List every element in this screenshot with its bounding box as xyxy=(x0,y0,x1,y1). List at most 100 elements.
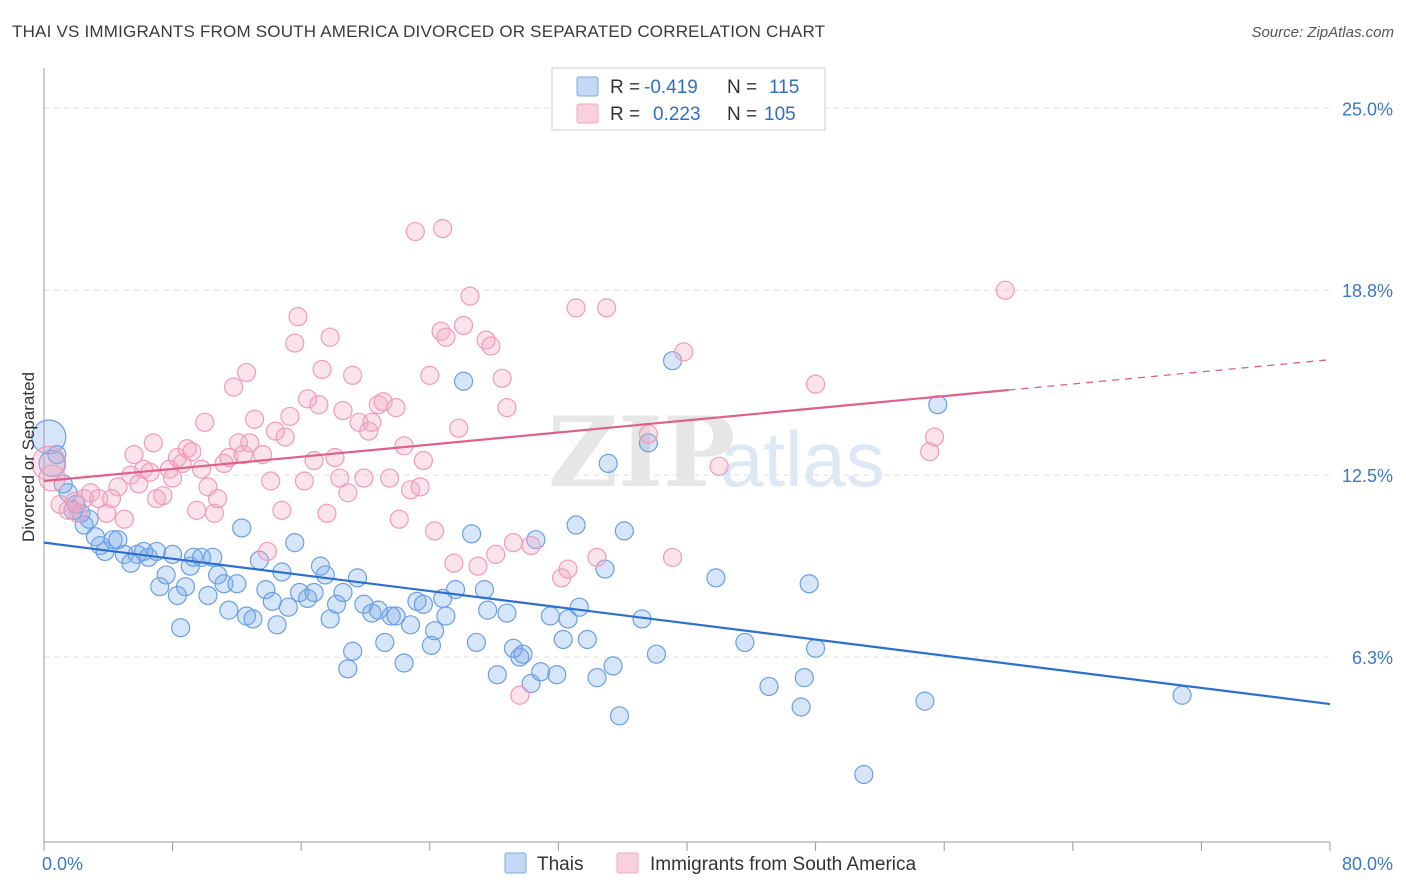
immigrants-point-53 xyxy=(309,395,329,415)
thais-point-87 xyxy=(553,629,573,650)
thais-point-68 xyxy=(425,621,445,641)
immigrants-point-40 xyxy=(244,409,265,429)
immigrants-point-38 xyxy=(236,362,257,383)
thais-point-85 xyxy=(540,606,560,626)
legend-r-label-1: R = xyxy=(610,77,640,98)
thais-point-50 xyxy=(315,565,335,585)
x-tick-labels: 0.0% 80.0% xyxy=(42,854,1393,874)
thais-point-13 xyxy=(103,530,123,550)
immigrants-point-55 xyxy=(317,503,337,523)
bottom-legend-swatch-thais xyxy=(504,852,527,874)
immigrants-point-14 xyxy=(124,444,144,465)
immigrants-point-63 xyxy=(354,468,374,488)
immigrants-point-61 xyxy=(343,365,363,385)
grid-lines xyxy=(44,107,1330,658)
thais-point-49 xyxy=(310,556,331,576)
immigrants-point-36 xyxy=(228,433,249,453)
legend-n-value-1: 115 xyxy=(769,77,799,98)
legend-n-label-2: N = xyxy=(727,104,757,125)
axes xyxy=(43,68,1331,851)
thais-point-53 xyxy=(333,582,353,603)
legend-n-label-1: N = xyxy=(727,77,757,98)
immigrants-point-92 xyxy=(521,535,541,556)
thais-point-2 xyxy=(47,444,67,465)
thais-point-73 xyxy=(461,524,482,544)
immigrants-point-43 xyxy=(261,471,281,491)
immigrants-point-104 xyxy=(924,427,945,447)
immigrants-point-11 xyxy=(108,477,128,497)
thais-point-91 xyxy=(577,629,597,650)
immigrants-point-81 xyxy=(449,418,469,438)
thais-point-76 xyxy=(478,600,498,620)
thais-point-63 xyxy=(394,653,414,673)
legend-r-value-1: -0.419 xyxy=(644,77,698,98)
y-tick-labels: 6.3% 12.5% 18.8% 25.0% xyxy=(1342,99,1393,668)
thais-point-30 xyxy=(198,585,218,606)
thais-point-89 xyxy=(566,515,586,535)
immigrants-point-103 xyxy=(920,442,940,462)
immigrants-point-84 xyxy=(468,556,488,576)
thais-point-95 xyxy=(603,656,623,676)
immigrants-point-45 xyxy=(272,500,292,520)
immigrants-point-28 xyxy=(191,459,212,479)
y-tick-label-2: 18.8% xyxy=(1342,281,1393,301)
immigrants-point-73 xyxy=(405,221,425,242)
immigrants-point-86 xyxy=(481,336,501,356)
thais-point-40 xyxy=(256,580,276,600)
legend-n-value-2: 105 xyxy=(764,104,796,125)
thais-point-44 xyxy=(278,597,298,617)
immigrants-point-60 xyxy=(338,483,358,503)
thais-point-80 xyxy=(510,647,530,667)
thais-point-112 xyxy=(1172,685,1192,705)
trend-line-immigrants-extension xyxy=(1008,359,1331,391)
thais-point-86 xyxy=(547,665,567,685)
thais-point-92 xyxy=(587,668,607,688)
immigrants-point-98 xyxy=(638,424,659,444)
thais-point-35 xyxy=(227,574,247,594)
thais-point-52 xyxy=(326,594,347,614)
thais-point-77 xyxy=(487,665,507,685)
immigrants-point-90 xyxy=(503,533,523,553)
thais-point-66 xyxy=(413,594,433,614)
thais-point-31 xyxy=(203,547,223,567)
immigrants-point-35 xyxy=(224,377,244,397)
thais-point-67 xyxy=(421,635,442,655)
y-tick-label-3: 25.0% xyxy=(1342,99,1393,119)
thais-point-72 xyxy=(453,371,474,391)
immigrants-point-51 xyxy=(298,389,318,409)
immigrants-point-18 xyxy=(143,433,163,453)
series-thais xyxy=(31,351,1192,785)
thais-point-36 xyxy=(232,518,252,538)
thais-point-88 xyxy=(558,609,578,629)
immigrants-point-50 xyxy=(294,471,315,491)
thais-point-64 xyxy=(400,615,421,635)
immigrants-point-32 xyxy=(208,489,228,509)
thais-point-54 xyxy=(338,659,358,679)
y-axis-label: Divorced or Separated xyxy=(19,372,38,542)
series-legend: Thais Immigrants from South America xyxy=(504,852,917,875)
immigrants-point-48 xyxy=(285,333,305,353)
trend-lines xyxy=(43,359,1331,706)
immigrants-point-89 xyxy=(497,398,517,418)
thais-point-74 xyxy=(466,632,487,653)
immigrants-point-42 xyxy=(257,541,278,562)
immigrants-point-82 xyxy=(453,315,474,336)
immigrants-point-31 xyxy=(204,503,224,523)
trend-line-immigrants xyxy=(43,388,1009,483)
thais-point-1 xyxy=(38,449,66,478)
legend-swatch-immigrants xyxy=(576,103,599,124)
watermark-zip: ZIP xyxy=(548,396,735,509)
immigrants-point-74 xyxy=(410,477,430,497)
immigrants-point-34 xyxy=(219,447,239,468)
thais-point-110 xyxy=(915,691,935,711)
thais-point-108 xyxy=(805,638,826,658)
immigrants-point-54 xyxy=(312,359,332,380)
legend-swatch-thais xyxy=(576,76,599,97)
immigrants-point-99 xyxy=(662,547,683,567)
immigrants-point-83 xyxy=(460,286,480,306)
immigrants-point-77 xyxy=(425,521,445,541)
legend-r-label-2: R = xyxy=(610,104,640,125)
thais-point-41 xyxy=(262,591,282,611)
y-tick-label-1: 12.5% xyxy=(1342,466,1393,486)
immigrants-point-27 xyxy=(187,500,207,520)
